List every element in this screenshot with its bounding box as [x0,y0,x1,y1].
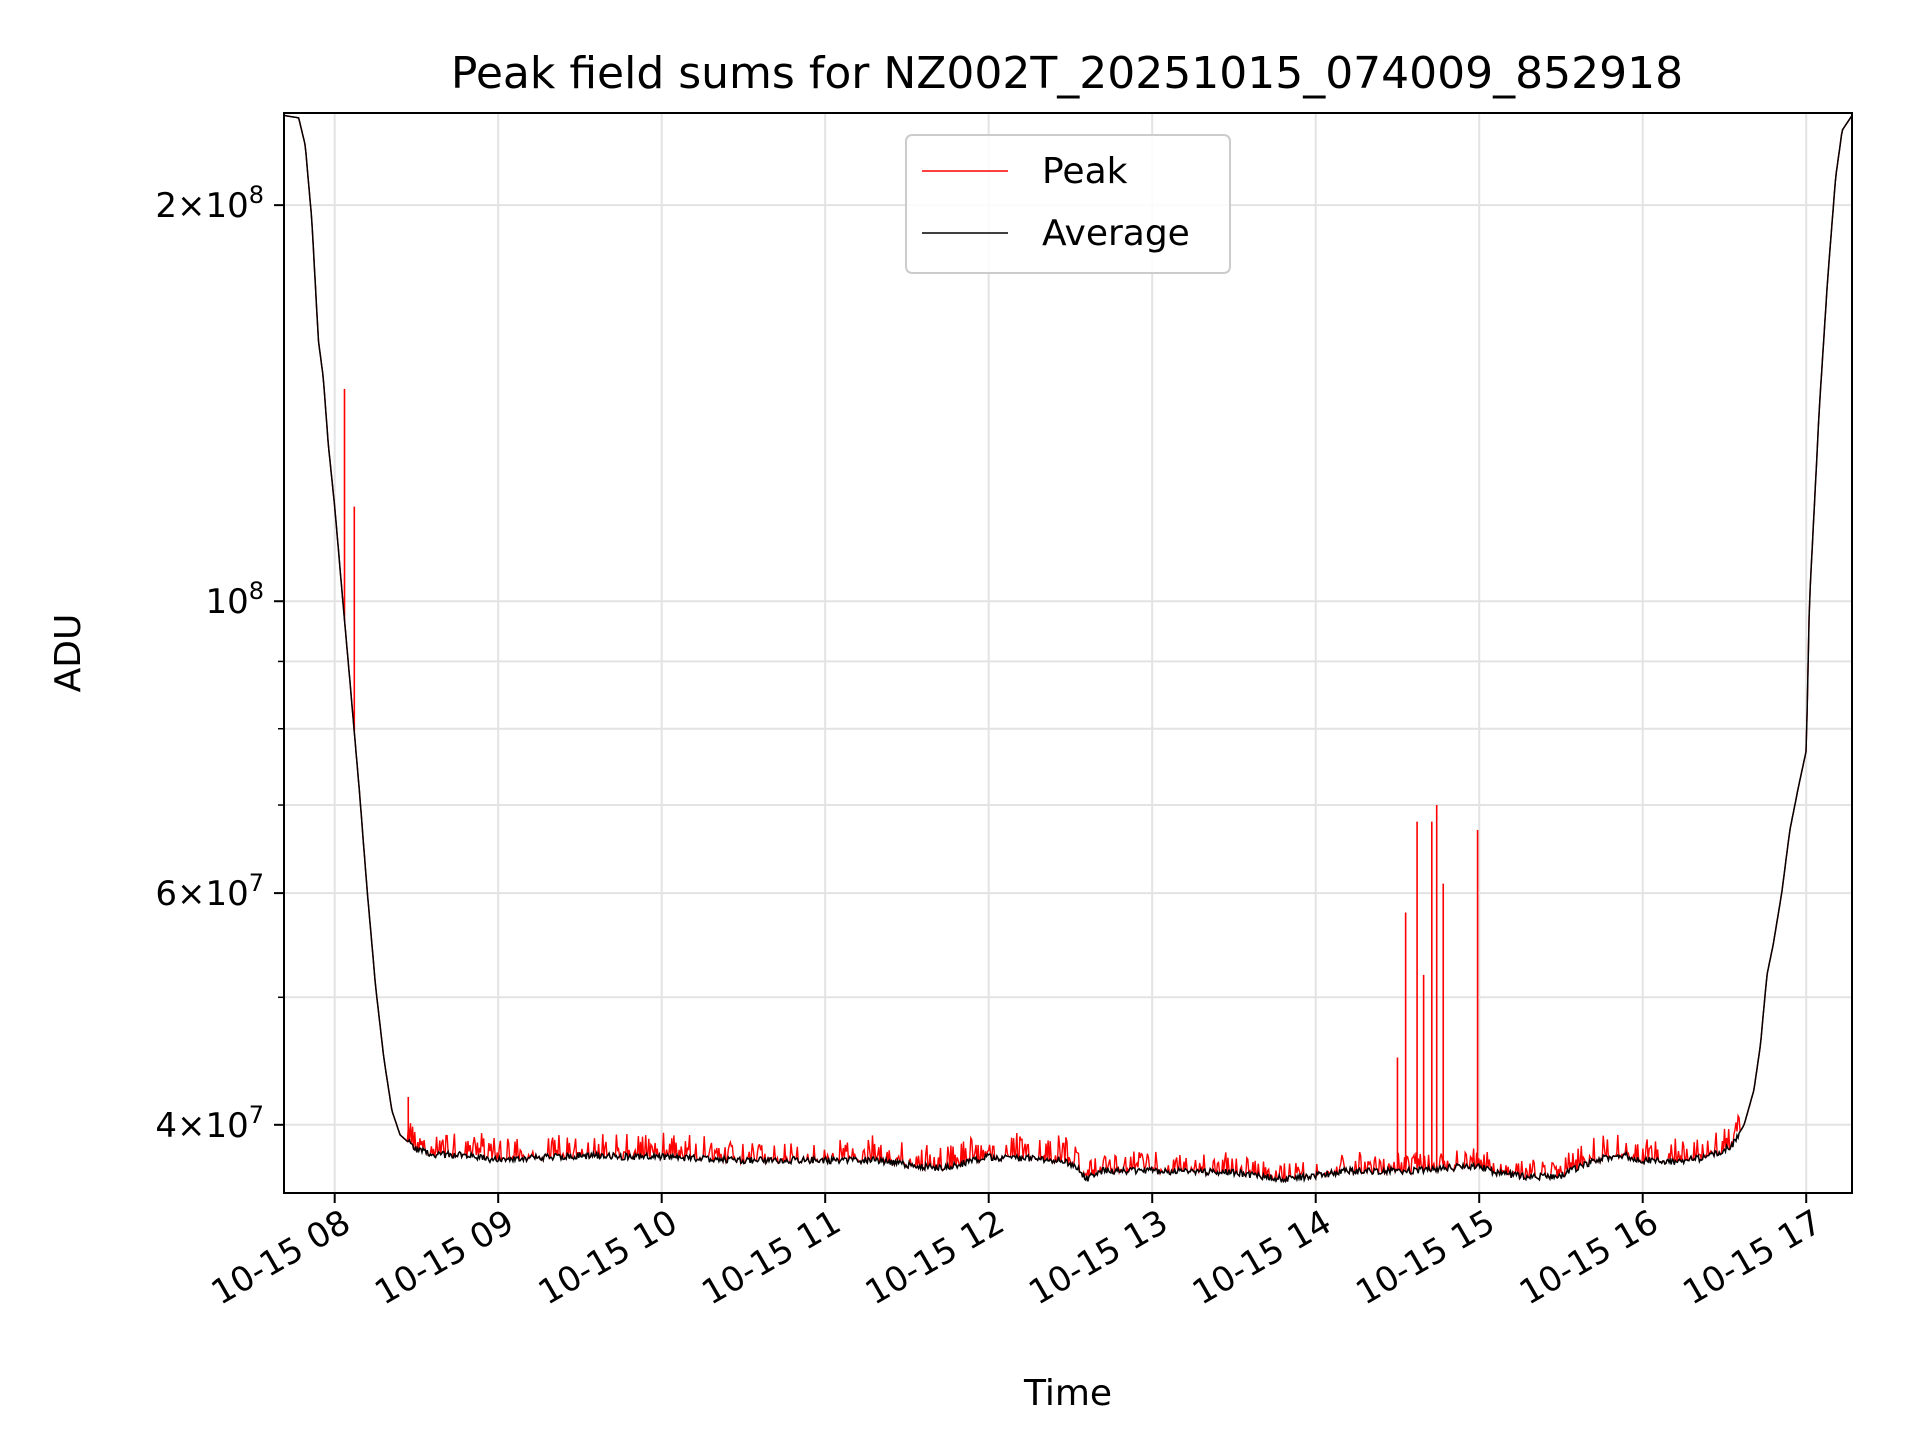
y-axis-title: ADU [48,614,89,693]
y-tick-label: 6×107 [155,869,264,914]
y-tick-label: 108 [205,577,264,622]
y-axis-ticks: 4×107 6×107 108 2×108 [155,181,284,1146]
average-line [284,114,1852,1184]
plot-area [284,114,1852,1184]
average-series [284,114,1852,1184]
plot-frame [283,112,1853,1194]
y-tick-label: 2×108 [155,181,264,226]
chart-title: Peak field sums for NZ002T_20251015_0740… [451,48,1683,99]
legend: Peak Average [905,134,1231,274]
x-axis-title: Time [1023,1373,1112,1414]
legend-box [905,134,1231,274]
legend-label-average: Average [1042,213,1190,254]
legend-label-peak: Peak [1042,151,1128,192]
y-tick-label: 4×107 [155,1101,264,1146]
